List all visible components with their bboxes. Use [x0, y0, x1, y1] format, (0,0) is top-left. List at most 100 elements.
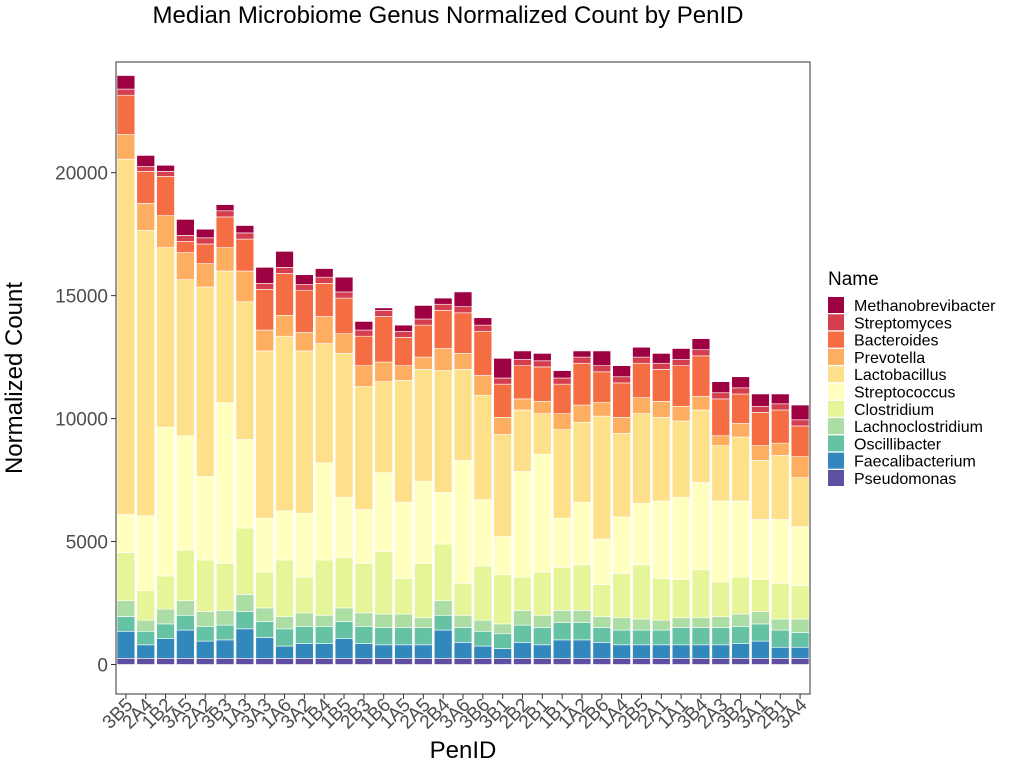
bar-segment	[473, 619, 493, 632]
bar-segment	[691, 617, 711, 628]
legend-label: Streptococcus	[854, 385, 955, 402]
bar-segment	[711, 627, 730, 646]
bar-segment	[334, 276, 354, 293]
bar-segment	[394, 613, 413, 628]
bar-segment	[592, 402, 612, 417]
bar-segment	[632, 346, 651, 358]
bar-segment	[592, 584, 612, 617]
legend-swatch	[828, 470, 844, 486]
bar-segment	[414, 563, 433, 619]
bar-segment	[632, 503, 651, 566]
bar-segment	[711, 616, 730, 628]
bar-segment	[711, 445, 730, 502]
legend-label: Clostridium	[854, 402, 934, 419]
bar-segment	[711, 658, 730, 665]
bar-segment	[235, 439, 255, 529]
legend-swatch	[828, 366, 844, 383]
bar-segment	[691, 627, 711, 646]
bar-segment	[136, 630, 155, 646]
bar-segment	[275, 314, 294, 337]
bar-segment	[116, 158, 136, 515]
y-axis-title: Normalized Count	[1, 282, 28, 474]
bar-segment	[275, 251, 294, 268]
bar-segment	[394, 365, 413, 381]
bar-segment	[255, 329, 274, 352]
bar-segment	[354, 563, 374, 614]
bar-segment	[235, 611, 255, 630]
legend-label: Lactobacillus	[854, 367, 947, 384]
bar-segment	[652, 500, 671, 579]
bar-segment	[255, 607, 274, 622]
bar-segment	[473, 330, 493, 376]
bar-segment	[156, 608, 175, 625]
bar-segment	[751, 393, 770, 407]
bar-segment	[771, 455, 790, 520]
bar-segment	[711, 644, 730, 659]
bar-segment	[691, 409, 711, 483]
bar-segment	[691, 355, 711, 397]
bar-segment	[433, 600, 453, 616]
bar-segment	[671, 617, 691, 628]
legend-label: Lachnoclostridium	[854, 419, 983, 436]
bar-segment	[394, 324, 413, 332]
legend-label: Faecalibacterium	[854, 454, 976, 471]
bar-segment	[136, 171, 155, 204]
y-axis: 0 5000 10000 15000 20000	[55, 164, 116, 676]
bar-segment	[235, 658, 255, 665]
bar-segment	[255, 350, 274, 519]
bar-segment	[255, 658, 274, 665]
bar-segment	[790, 404, 810, 421]
bar-segment	[533, 615, 552, 628]
bar-segment	[334, 333, 354, 354]
bar-segment	[751, 623, 770, 642]
bar-segment	[235, 628, 255, 659]
bar-segment	[751, 611, 770, 625]
bar-segment	[414, 356, 433, 370]
bar-segment	[235, 301, 255, 440]
bar-segment	[136, 230, 155, 517]
bar-segment	[295, 350, 314, 514]
bar-segment	[652, 417, 671, 502]
bar-segment	[473, 499, 493, 567]
bar-segment	[334, 496, 354, 558]
bar-segment	[612, 376, 631, 384]
bar-segment	[493, 358, 512, 379]
bar-segment	[116, 94, 136, 135]
bar-segment	[394, 501, 413, 579]
bar-segment	[354, 321, 374, 331]
bar-segment	[196, 626, 215, 642]
bar-segment	[513, 359, 532, 367]
bar-segment	[354, 335, 374, 367]
bar-segment	[215, 402, 235, 564]
bar-segment	[711, 435, 730, 446]
chart-title: Median Microbiome Genus Normalized Count…	[153, 2, 744, 29]
bar-segment	[176, 252, 195, 280]
legend-label: Pseudomonas	[854, 471, 956, 488]
bar-segment	[453, 658, 473, 665]
bar-segment	[632, 564, 651, 620]
bar-segment	[116, 600, 136, 617]
bar-segment	[136, 203, 155, 231]
bar-segment	[374, 658, 393, 665]
x-axis-title: PenID	[430, 737, 497, 764]
bar-segment	[691, 644, 711, 659]
bar-segment	[295, 274, 314, 285]
bar-segment	[533, 366, 552, 402]
bar-segment	[790, 419, 810, 427]
bar-segment	[671, 496, 691, 580]
bar-segment	[592, 642, 612, 659]
bar-segment	[572, 639, 592, 659]
bar-segment	[731, 500, 750, 578]
bar-segment	[215, 204, 235, 212]
bar-segment	[334, 297, 354, 335]
bar-segment	[255, 571, 274, 609]
bar-segment	[354, 509, 374, 564]
y-tick-label: 15000	[55, 287, 108, 308]
bar-segment	[731, 393, 750, 424]
bar-segment	[116, 134, 136, 160]
bar-segment	[414, 644, 433, 659]
bar-segment	[453, 291, 473, 307]
bar-segment	[731, 423, 750, 438]
bar-segment	[751, 412, 770, 446]
bar-segment	[116, 75, 136, 90]
